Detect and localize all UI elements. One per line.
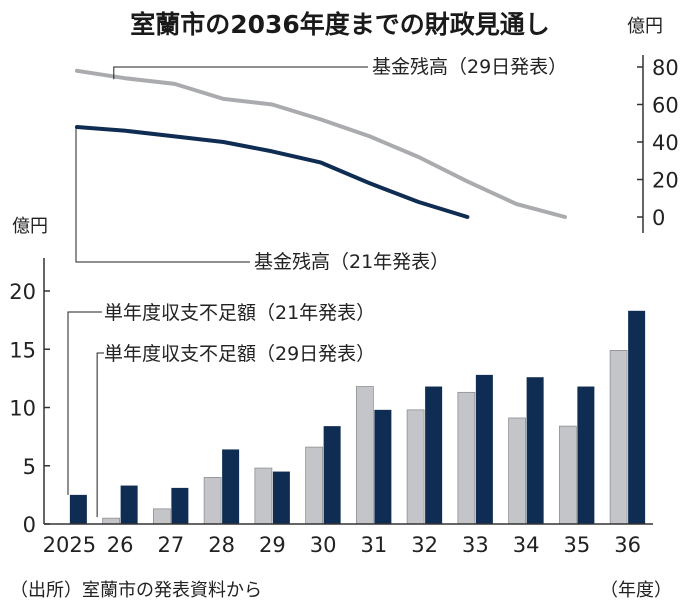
bar-21-announcement (323, 426, 341, 524)
y-tick-label: 20 (9, 280, 36, 304)
y-tick-label: 40 (652, 131, 679, 155)
legend-leader-line (96, 352, 104, 518)
legend-label-gray-line: 基金残高（29日発表） (372, 56, 567, 78)
fund-balance-line-chart: 億円 80 60 40 20 0 基金残高（29日発表） 基金残高（21年発表） (75, 16, 679, 273)
bar-21-announcement (222, 449, 240, 524)
x-tick-label: 33 (462, 533, 489, 557)
x-axis-unit-label: （年度） (600, 580, 672, 601)
x-tick-label: 26 (107, 533, 134, 557)
legend-label-gray-bars: 単年度収支不足額（29日発表） (104, 343, 375, 365)
bar-29-announcement (203, 476, 222, 525)
y-tick-label: 0 (652, 206, 665, 230)
bar-21-announcement (69, 494, 87, 524)
x-tick-label: 27 (158, 533, 185, 557)
x-tick-label: 29 (259, 533, 286, 557)
deficit-bar-chart: 億円 20 15 10 5 0 2025 26 27 28 29 30 31 32 33 34 35 36 （年度）… (9, 216, 672, 601)
bar-29-announcement (558, 425, 577, 525)
bar-21-announcement (577, 386, 595, 524)
x-tick-label: 31 (361, 533, 388, 557)
y-tick-label: 10 (9, 397, 36, 421)
legend-label-navy-bars: 単年度収支不足額（21年発表） (104, 302, 375, 324)
series-line-29-announcement (75, 68, 567, 219)
bar-21-announcement (628, 310, 646, 524)
y-tick-label: 15 (9, 338, 36, 362)
y-tick-label: 5 (23, 455, 36, 479)
bar-21-announcement (475, 374, 493, 524)
bar-29-announcement (457, 391, 476, 525)
legend-label-navy-line: 基金残高（21年発表） (254, 251, 449, 273)
bar-21-announcement (272, 471, 290, 524)
bar-29-announcement (609, 350, 628, 525)
bar-21-announcement (171, 487, 189, 524)
source-note: （出所）室蘭市の発表資料から (10, 580, 262, 601)
x-tick-label: 35 (564, 533, 591, 557)
bar-21-announcement (120, 485, 138, 524)
x-tick-label: 30 (310, 533, 337, 557)
bar-29-announcement (102, 517, 121, 525)
legend-leader-line (113, 66, 368, 80)
bar-29-announcement (305, 446, 324, 525)
left-axis-unit: 億円 (12, 216, 48, 237)
legend-leader-line (75, 127, 250, 263)
bar-29-announcement (406, 409, 425, 525)
bar-29-announcement (152, 508, 171, 525)
series-line-21-announcement (75, 125, 470, 219)
x-tick-label: 32 (411, 533, 438, 557)
right-axis-unit: 億円 (627, 16, 663, 37)
x-tick-label: 28 (208, 533, 235, 557)
x-tick-label: 2025 (43, 533, 96, 557)
legend-leader-line (67, 311, 102, 495)
x-tick-label: 34 (513, 533, 540, 557)
y-tick-label: 20 (652, 169, 679, 193)
bar-29-announcement (355, 386, 374, 525)
bar-21-announcement (526, 377, 544, 524)
y-tick-label: 0 (23, 513, 36, 537)
chart-title: 室蘭市の2036年度までの財政見通し (130, 10, 550, 39)
y-tick-label: 80 (652, 56, 679, 80)
bar-21-announcement (374, 409, 392, 524)
bar-29-announcement (508, 417, 527, 525)
bar-21-announcement (425, 386, 443, 524)
x-tick-label: 36 (614, 533, 641, 557)
bar-29-announcement (254, 467, 273, 525)
y-tick-label: 60 (652, 94, 679, 118)
